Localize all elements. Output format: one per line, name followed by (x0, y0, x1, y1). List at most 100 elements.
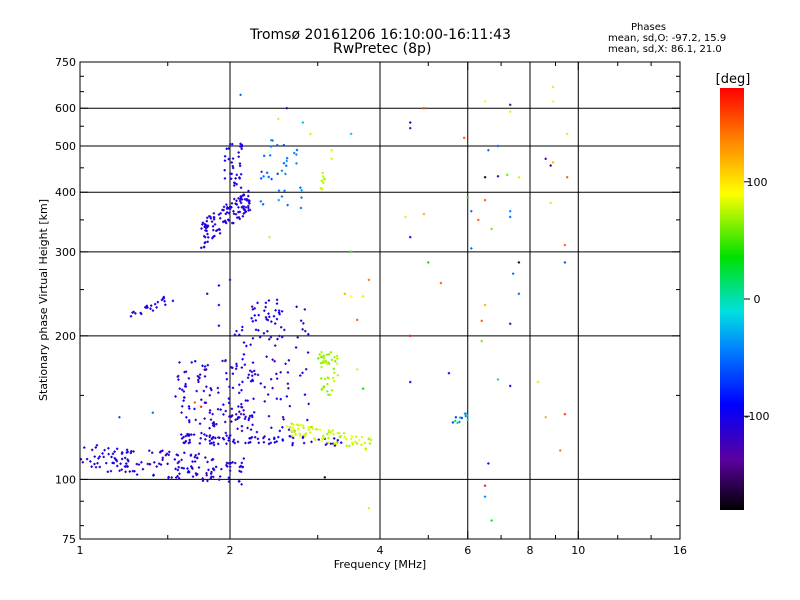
data-point (477, 218, 480, 222)
data-point (149, 304, 153, 307)
data-point (244, 415, 247, 419)
data-point (367, 507, 371, 510)
data-point (490, 519, 493, 522)
data-point (137, 463, 141, 466)
data-point (239, 145, 242, 148)
data-point (206, 479, 209, 483)
data-point (277, 435, 280, 439)
data-point (184, 370, 188, 373)
data-point (320, 355, 323, 359)
data-point (363, 441, 367, 445)
y-tick-label: 400 (55, 186, 76, 199)
data-point (330, 358, 334, 362)
data-point (544, 157, 547, 161)
data-point (462, 136, 466, 140)
y-tick-label: 500 (55, 140, 76, 153)
data-point (223, 169, 226, 172)
data-point (238, 177, 241, 180)
data-point (236, 417, 239, 421)
data-point (178, 361, 181, 364)
data-point (94, 466, 98, 469)
data-point (203, 365, 207, 368)
data-point (463, 412, 467, 415)
data-point (109, 469, 113, 473)
data-point (368, 442, 372, 445)
data-point (223, 155, 227, 158)
data-point (182, 467, 185, 470)
data-point (290, 430, 293, 433)
data-point (132, 450, 135, 453)
data-point (460, 416, 464, 420)
data-point (236, 216, 239, 219)
data-point (198, 442, 202, 445)
data-point (238, 210, 242, 214)
data-point (329, 351, 333, 354)
data-point (326, 382, 329, 386)
x-tick-label: 4 (377, 544, 384, 557)
data-point (225, 377, 229, 381)
data-point (190, 361, 193, 364)
data-point (335, 362, 339, 365)
data-point (281, 426, 284, 429)
data-point (544, 416, 547, 419)
data-point (334, 360, 337, 363)
data-point (253, 369, 256, 373)
stats-heading: Phases (631, 22, 667, 33)
data-point (123, 456, 127, 460)
data-point (161, 456, 164, 459)
data-point (228, 465, 232, 468)
data-point (355, 318, 359, 322)
data-point (263, 309, 266, 312)
data-point (264, 305, 267, 309)
data-point (409, 334, 412, 338)
data-point (549, 164, 552, 167)
data-point (128, 470, 131, 473)
data-point (93, 462, 96, 466)
data-points (79, 85, 569, 522)
data-point (286, 371, 290, 374)
data-point (98, 465, 101, 469)
data-point (197, 452, 201, 456)
data-point (250, 305, 254, 308)
data-point (224, 409, 227, 413)
data-point (483, 100, 487, 103)
data-point (309, 426, 312, 429)
data-point (325, 362, 329, 365)
data-point (83, 446, 86, 449)
data-point (276, 172, 279, 175)
data-point (307, 402, 310, 406)
data-point (216, 408, 220, 411)
data-point (297, 427, 300, 431)
data-point (508, 384, 512, 388)
data-point (230, 202, 234, 205)
data-point (195, 389, 198, 393)
data-point (248, 202, 251, 205)
data-point (361, 387, 365, 390)
data-point (177, 460, 181, 463)
data-point (145, 304, 149, 308)
data-point (302, 426, 305, 429)
data-point (335, 442, 338, 446)
data-point (209, 477, 212, 480)
data-point (324, 443, 328, 446)
data-point (299, 319, 303, 322)
data-point (263, 435, 266, 438)
data-point (176, 474, 179, 478)
data-point (281, 415, 285, 419)
data-point (177, 465, 180, 469)
data-point (231, 221, 234, 225)
data-point (139, 311, 142, 315)
data-point (231, 157, 235, 160)
data-point (487, 148, 490, 152)
data-point (180, 437, 184, 440)
data-point (201, 479, 205, 482)
axis-ticks: 1 2 4 6 8 10 16 75 100 200 300 400 500 600 750 (55, 56, 687, 557)
data-point (158, 451, 162, 454)
data-point (152, 474, 155, 477)
data-point (175, 453, 178, 456)
data-point (274, 309, 277, 312)
data-point (264, 316, 268, 319)
data-point (349, 250, 353, 254)
data-point (262, 154, 266, 158)
data-point (218, 475, 222, 478)
